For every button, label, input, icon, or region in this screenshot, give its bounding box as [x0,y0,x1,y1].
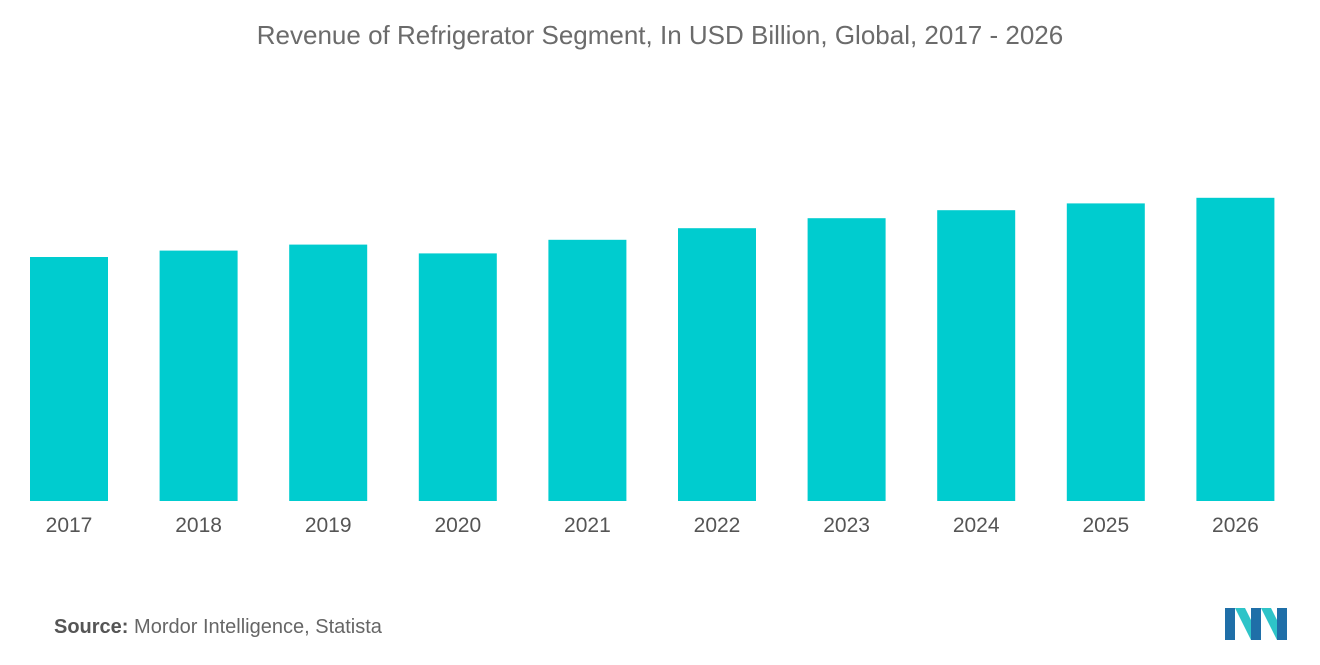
bar-2022 [678,228,756,501]
bar-2021 [548,239,627,502]
source-label: Source: [54,616,129,638]
x-tick-label: 2020 [434,514,481,537]
mordor-intelligence-logo-icon [1225,608,1287,640]
x-tick-label: 2026 [1212,514,1259,537]
x-tick-label: 2019 [305,514,352,537]
x-tick-label: 2017 [46,514,93,537]
bar-2025 [1066,203,1145,501]
source-text: Mordor Intelligence, Statista [134,616,382,638]
x-tick-label: 2018 [175,514,222,537]
bar-2018 [159,250,238,501]
bar-2020 [418,253,497,501]
bar-2017 [30,257,108,501]
x-tick-label: 2023 [823,514,870,537]
x-tick-label: 2025 [1082,514,1129,537]
x-tick-label: 2024 [953,514,1000,537]
bar-2026 [1196,197,1275,502]
bar-2019 [289,244,368,501]
bars-group [30,197,1275,502]
x-tick-label: 2022 [694,514,741,537]
source-note: Source: Mordor Intelligence, Statista [54,616,382,639]
chart-title: Revenue of Refrigerator Segment, In USD … [256,20,1064,50]
x-tick-label: 2021 [564,514,611,537]
bar-2024 [937,210,1016,501]
bar-2023 [807,218,886,501]
x-tick-labels: 2017 2018 2019 2020 2021 2022 2023 2024 2025 2026 [46,514,1259,537]
